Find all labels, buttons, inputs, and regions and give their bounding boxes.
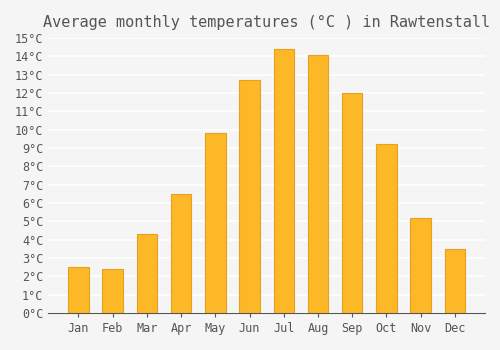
Bar <box>171 194 192 313</box>
Bar <box>102 269 123 313</box>
Bar <box>240 80 260 313</box>
Bar <box>342 93 362 313</box>
Bar <box>136 234 157 313</box>
Bar <box>376 145 396 313</box>
Bar <box>205 133 226 313</box>
Title: Average monthly temperatures (°C ) in Rawtenstall: Average monthly temperatures (°C ) in Ra… <box>43 15 490 30</box>
Bar <box>444 249 465 313</box>
Bar <box>410 218 431 313</box>
Bar <box>68 267 88 313</box>
Bar <box>308 55 328 313</box>
Bar <box>274 49 294 313</box>
